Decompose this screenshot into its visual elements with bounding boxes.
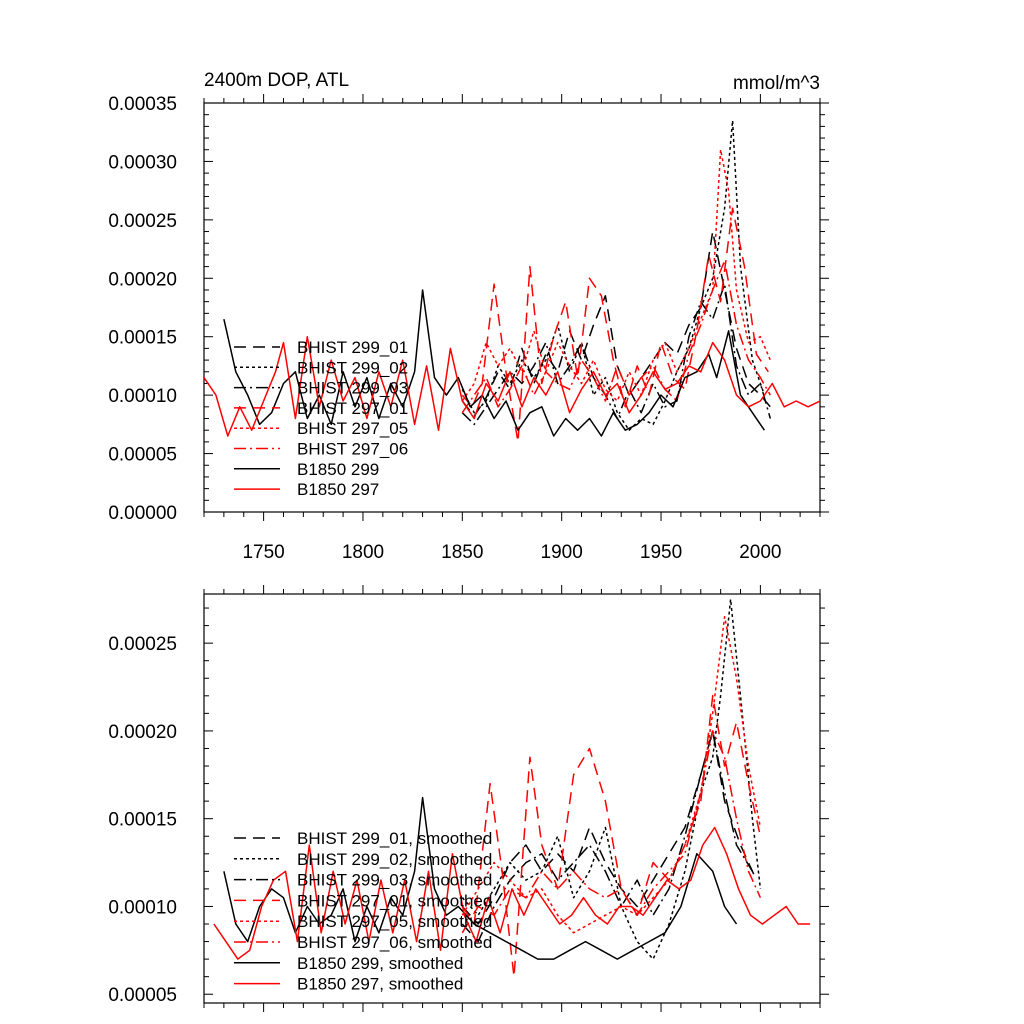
y-tick-label: 0.00025 [108, 634, 177, 655]
legend-label: B1850 297 [297, 480, 379, 499]
series-group [204, 119, 820, 443]
y-tick-label: 0.00035 [108, 94, 177, 115]
legend-label: B1850 299, smoothed [297, 954, 463, 973]
legend-label: BHIST 299_02 [297, 358, 408, 377]
bottom-panel: 0.00005 0.00010 0.00015 0.00020 0.00025 BHIST… [108, 585, 829, 1012]
plot-frame [203, 102, 821, 513]
series-line [461, 695, 762, 978]
series-line [461, 230, 771, 417]
x-tick-label: 1750 [242, 542, 284, 563]
y-tick-label: 0.00010 [108, 897, 177, 918]
legend-label: BHIST 299_03, smoothed [297, 871, 492, 890]
plot-frame [203, 593, 821, 1004]
legend-label: BHIST 297_06, smoothed [297, 933, 492, 952]
series-line [461, 148, 771, 402]
legend-label: BHIST 299_01 [297, 338, 408, 357]
x-tick-label: 1950 [640, 542, 682, 563]
legend-label: BHIST 299_02, smoothed [297, 850, 492, 869]
y-tick-label: 0.00030 [108, 152, 177, 173]
legend-label: BHIST 299_03 [297, 379, 408, 398]
x-tick-label: 1900 [541, 542, 583, 563]
x-tick-label: 2000 [739, 542, 781, 563]
legend-label: BHIST 297_06 [297, 440, 408, 459]
legend-label: BHIST 297_05, smoothed [297, 912, 492, 931]
series-group [213, 598, 811, 978]
y-tick-label: 0.00005 [108, 985, 177, 1006]
series-line [461, 283, 772, 426]
legend-label: BHIST 297_01 [297, 399, 408, 418]
series-line [461, 207, 769, 443]
series-line [213, 826, 811, 960]
y-tick-label: 0.00005 [108, 445, 177, 466]
y-tick-label: 0.00015 [108, 328, 177, 349]
y-tick-label: 0.00025 [108, 211, 177, 232]
y-tick-label: 0.00000 [108, 503, 177, 524]
top-panel-units: mmol/m^3 [733, 73, 820, 94]
y-tick-label: 0.00020 [108, 722, 177, 743]
series-line [461, 260, 771, 414]
legend-label: BHIST 297_01, smoothed [297, 891, 492, 910]
series-line [223, 289, 766, 437]
y-tick-label: 0.00015 [108, 810, 177, 831]
y-tick-label: 0.00010 [108, 386, 177, 407]
top-panel-title: 2400m DOP, ATL [204, 70, 349, 91]
series-line [204, 335, 820, 437]
x-tick-label: 1800 [342, 542, 384, 563]
series-line [461, 119, 766, 431]
legend-label: B1850 297, smoothed [297, 975, 463, 994]
x-tick-label: 1850 [441, 542, 483, 563]
legend-label: BHIST 299_01, smoothed [297, 829, 492, 848]
legend-label: B1850 299 [297, 460, 379, 479]
series-line [461, 730, 762, 934]
legend-label: BHIST 297_05 [297, 419, 408, 438]
y-tick-label: 0.00020 [108, 269, 177, 290]
top-panel: 2400m DOP, ATL mmol/m^3 1750 1800 1850 1900… [108, 70, 829, 563]
